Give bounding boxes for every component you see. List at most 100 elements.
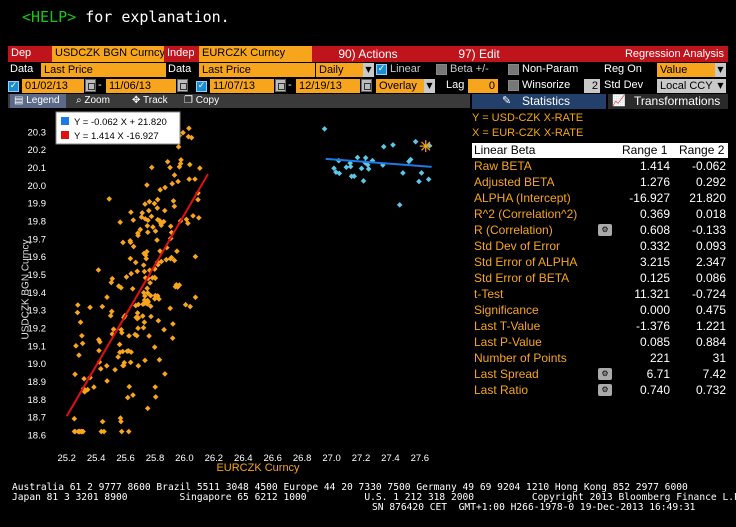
- range-1-point: [98, 428, 105, 435]
- range-1-point: [103, 363, 110, 369]
- stat-label: Significance: [474, 303, 539, 317]
- beta-checkbox[interactable]: [436, 64, 447, 75]
- range-1-point: [77, 319, 84, 326]
- range-1-point: [146, 333, 152, 339]
- reg-on-dropdown-icon[interactable]: ▼: [715, 63, 726, 77]
- range-2-point: [365, 166, 372, 172]
- overlay-dropdown-icon[interactable]: ▼: [424, 79, 435, 93]
- stat-row: ALPHA (Intercept) -16.927 21.820: [472, 190, 728, 206]
- stat-value-range-2: 0.884: [695, 335, 726, 349]
- help-key[interactable]: <HELP>: [22, 8, 77, 26]
- range-1-point: [167, 223, 174, 230]
- statistics-tab[interactable]: ✎ Statistics: [472, 94, 606, 109]
- range-1-point: [127, 237, 133, 244]
- edit-menu-button[interactable]: 97) Edit: [424, 46, 534, 62]
- period-select[interactable]: Daily: [316, 63, 364, 77]
- range-1-point: [74, 309, 81, 316]
- dep-security-field[interactable]: USDCZK BGN Curncy: [52, 46, 164, 62]
- y-variable-legend: Y = USD-CZK X-RATE: [472, 112, 584, 124]
- stat-value-range-1: -1.376: [635, 319, 670, 333]
- stat-row: Last T-Value -1.376 1.221: [472, 318, 728, 334]
- stat-row: R (Correlation) ⚙ 0.608 -0.133: [472, 222, 728, 238]
- currency-select[interactable]: Local CCY: [657, 79, 715, 93]
- transformations-tab[interactable]: 📈 Transformations: [608, 94, 728, 109]
- legend-tab[interactable]: ▤ Legend: [10, 94, 66, 108]
- range-1-point: [140, 324, 147, 331]
- range-1-point: [106, 196, 113, 202]
- y-tick-label: 20.2: [28, 145, 47, 156]
- range1-checkbox[interactable]: ✓: [8, 81, 19, 92]
- range-1-point: [144, 229, 151, 236]
- range-1-point: [132, 331, 138, 338]
- reg-on-label: Reg On: [604, 63, 642, 75]
- range2-checkbox[interactable]: ✓: [196, 81, 207, 92]
- dep-data-field[interactable]: Last Price: [41, 63, 166, 77]
- header-range-1: Range 1: [622, 143, 668, 157]
- range-1-point: [144, 290, 151, 296]
- calendar-icon[interactable]: [177, 79, 188, 92]
- range-1-point: [142, 201, 148, 207]
- range-1-point: [186, 125, 192, 132]
- stat-label: Std Error of BETA: [474, 271, 570, 285]
- zoom-tab[interactable]: ⌕ Zoom: [76, 94, 110, 108]
- range-1-point: [130, 392, 136, 398]
- y-tick-label: 19.3: [28, 306, 47, 317]
- settings-icon[interactable]: ⚙: [598, 384, 612, 396]
- footer-line-2: Japan 81 3 3201 8900 Singapore 65 6212 1…: [12, 492, 736, 503]
- range2-end-date[interactable]: 12/19/13: [296, 79, 360, 93]
- linear-checkbox[interactable]: ✓: [376, 64, 387, 75]
- range-2-point: [354, 154, 361, 161]
- y-tick-label: 18.8: [28, 395, 47, 406]
- nonparam-label: Non-Param: [522, 63, 579, 75]
- range-1-point: [156, 217, 163, 224]
- winsorize-checkbox[interactable]: [508, 80, 519, 91]
- scatter-plot[interactable]: 18.6 18.7 18.8 18.9 19.0 19.1 19.2 19.3 19.4 19.5…: [8, 108, 470, 476]
- range-1-point: [108, 308, 115, 315]
- range1-end-date[interactable]: 11/06/13: [106, 79, 176, 93]
- reg-on-select[interactable]: Value: [657, 63, 715, 77]
- data-label-dep: Data: [10, 63, 34, 75]
- stat-value-range-1: 0.369: [639, 207, 670, 221]
- x-tick-label: 26.6: [263, 453, 282, 464]
- range-1-point: [99, 418, 106, 425]
- calendar-icon[interactable]: [275, 79, 286, 92]
- currency-dropdown-icon[interactable]: ▼: [715, 79, 726, 93]
- stat-value-range-2: 0.086: [695, 271, 726, 285]
- settings-icon[interactable]: ⚙: [598, 368, 612, 380]
- stat-label: R (Correlation): [474, 223, 553, 237]
- range1-start-date[interactable]: 01/02/13: [22, 79, 84, 93]
- overlay-select[interactable]: Overlay: [376, 79, 424, 93]
- stat-value-range-2: 0.018: [695, 207, 726, 221]
- range-1-point: [161, 326, 167, 333]
- period-dropdown-icon[interactable]: ▼: [363, 63, 374, 77]
- calendar-icon[interactable]: [85, 79, 96, 92]
- stat-label: Last Ratio: [474, 383, 529, 397]
- settings-icon[interactable]: ⚙: [598, 224, 612, 236]
- stat-row: R^2 (Correlation^2) 0.369 0.018: [472, 206, 728, 222]
- range-1-point: [170, 198, 177, 204]
- std-dev-input[interactable]: 2: [584, 79, 600, 93]
- copy-tab[interactable]: ❐ Copy: [184, 94, 219, 108]
- stat-value-range-1: 0.125: [639, 271, 670, 285]
- y-tick-label: 19.9: [28, 199, 47, 210]
- range-2-point: [333, 169, 339, 175]
- scatter-plot-area[interactable]: 18.6 18.7 18.8 18.9 19.0 19.1 19.2 19.3 19.4 19.5…: [8, 108, 470, 476]
- range-1-point: [169, 335, 176, 341]
- range-1-point: [146, 207, 152, 214]
- track-tab[interactable]: ✥ Track: [132, 94, 168, 108]
- range-1-point: [139, 210, 146, 216]
- range2-start-date[interactable]: 11/07/13: [210, 79, 274, 93]
- range-1-point: [128, 349, 134, 355]
- range-1-point: [154, 237, 160, 243]
- calendar-icon[interactable]: [361, 79, 372, 92]
- range-1-point: [118, 284, 124, 291]
- range-1-point: [143, 255, 150, 262]
- range-1-point: [135, 230, 141, 236]
- range-1-point: [72, 371, 78, 378]
- indep-data-field[interactable]: Last Price: [199, 63, 315, 77]
- actions-menu-button[interactable]: 90) Actions: [312, 46, 424, 62]
- range-1-point: [163, 256, 170, 263]
- lag-input[interactable]: 0: [468, 79, 498, 93]
- indep-security-field[interactable]: EURCZK Curncy: [199, 46, 315, 62]
- nonparam-checkbox[interactable]: [508, 64, 519, 75]
